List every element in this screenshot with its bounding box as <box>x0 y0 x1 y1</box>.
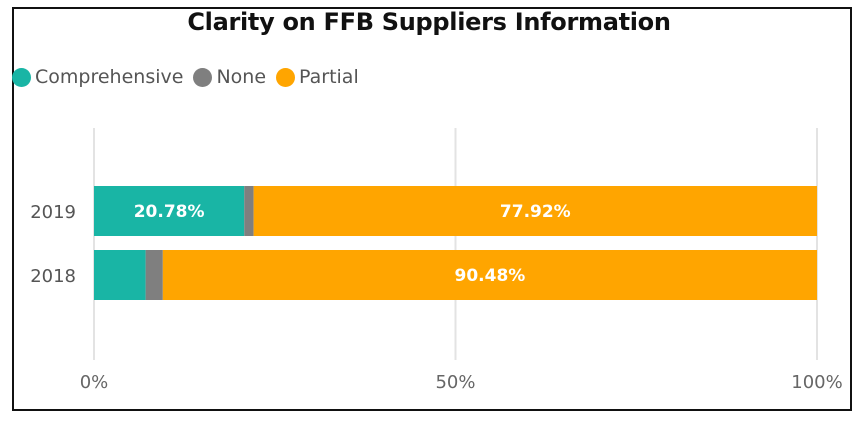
x-tick-label: 50% <box>435 372 475 393</box>
x-tick-label: 0% <box>80 372 109 393</box>
legend-label-comprehensive: Comprehensive <box>35 66 184 88</box>
legend-item-none[interactable]: None <box>193 66 266 88</box>
bar-segment <box>94 250 146 300</box>
data-label: 90.48% <box>455 266 526 286</box>
legend-item-comprehensive[interactable]: Comprehensive <box>12 66 183 88</box>
bar-segment <box>162 250 818 300</box>
data-label: 77.92% <box>500 202 571 222</box>
category-label: 2019 <box>30 202 76 223</box>
x-tick-label: 100% <box>791 372 842 393</box>
data-label: 20.78% <box>134 202 205 222</box>
legend-swatch-comprehensive <box>12 67 31 87</box>
legend-swatch-partial <box>276 67 296 87</box>
legend-label-partial: Partial <box>299 66 359 88</box>
bar-segment <box>94 186 245 236</box>
legend-swatch-none <box>193 67 213 87</box>
category-label: 2018 <box>30 266 76 287</box>
bar-segment <box>145 250 163 300</box>
legend-item-partial[interactable]: Partial <box>276 66 359 88</box>
bar-segment <box>253 186 817 236</box>
legend-label-none: None <box>216 66 267 88</box>
bar-segment <box>244 186 254 236</box>
chart-title: Clarity on FFB Suppliers Information <box>187 8 671 36</box>
chart-legend: Comprehensive None Partial <box>12 66 369 88</box>
